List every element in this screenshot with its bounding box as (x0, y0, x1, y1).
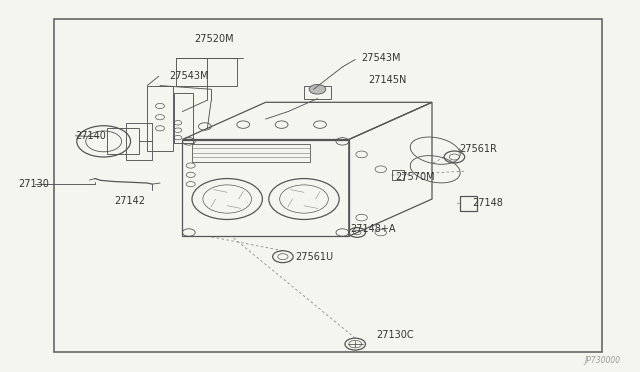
Text: 27130C: 27130C (376, 330, 414, 340)
Text: 27140: 27140 (76, 131, 106, 141)
Text: 27543M: 27543M (170, 71, 209, 81)
Bar (304, 86, 331, 99)
Text: 27543M: 27543M (362, 53, 401, 62)
Bar (192, 144, 310, 162)
Text: JP730000: JP730000 (585, 356, 621, 365)
Text: 27145N: 27145N (368, 75, 406, 85)
Text: 27561R: 27561R (460, 144, 497, 154)
Text: 27570M: 27570M (396, 172, 435, 182)
Text: 27561U: 27561U (296, 252, 334, 262)
Text: 27148: 27148 (472, 198, 503, 208)
Text: 27148+A: 27148+A (351, 224, 396, 234)
Text: 27520M: 27520M (195, 34, 234, 44)
Bar (392, 170, 404, 180)
Bar (126, 123, 152, 160)
Bar (460, 196, 477, 211)
Bar (107, 128, 139, 154)
Circle shape (309, 84, 326, 94)
Text: 27130: 27130 (18, 179, 49, 189)
Bar (176, 58, 237, 86)
Bar (147, 86, 173, 151)
Bar (174, 93, 193, 143)
Bar (54, 19, 602, 352)
Text: 27142: 27142 (114, 196, 145, 206)
